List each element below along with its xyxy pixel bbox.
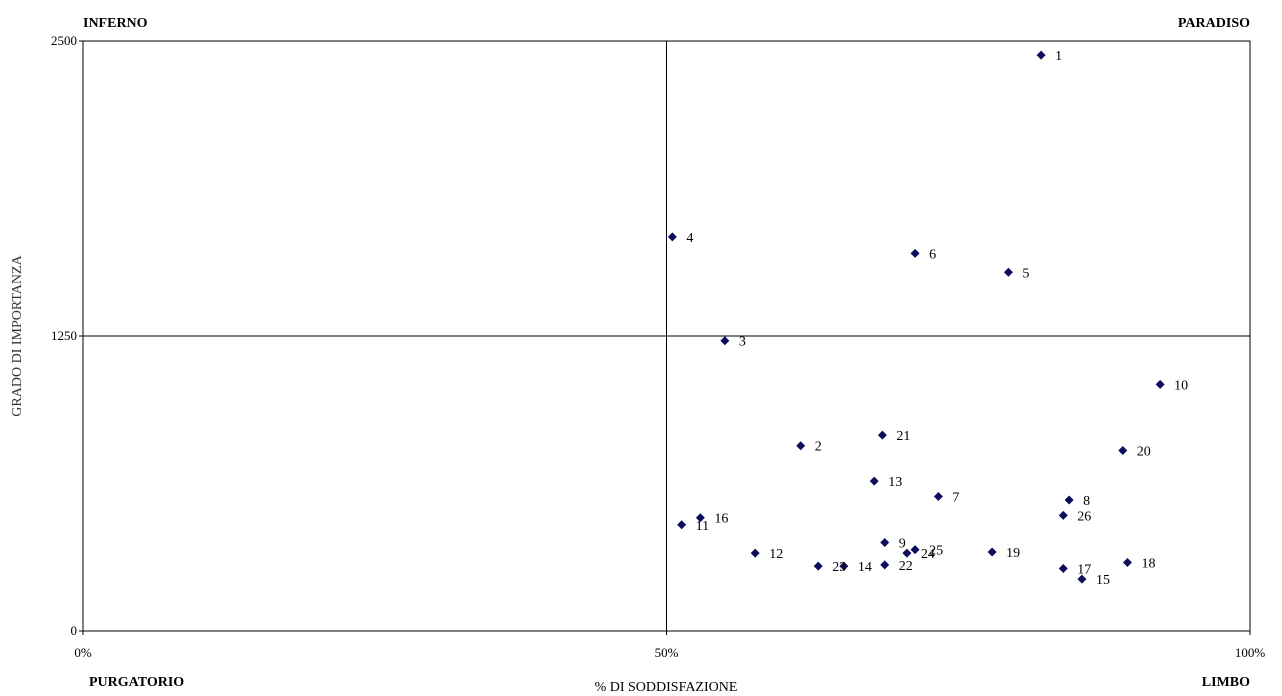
data-point-19 — [987, 547, 997, 557]
data-point-label-7: 7 — [952, 490, 959, 505]
data-point-label-3: 3 — [739, 335, 746, 350]
x-axis-title: % DI SODDISFAZIONE — [595, 680, 738, 695]
data-point-label-1: 1 — [1055, 49, 1062, 64]
data-point-3 — [720, 336, 730, 346]
data-point-label-9: 9 — [899, 537, 906, 552]
data-point-16 — [695, 513, 705, 523]
data-point-label-4: 4 — [686, 231, 693, 246]
data-point-label-24: 24 — [921, 547, 935, 562]
data-point-15 — [1077, 574, 1087, 584]
data-point-26 — [1058, 510, 1068, 520]
data-point-label-18: 18 — [1141, 557, 1155, 572]
quadrant-label-purgatorio: PURGATORIO — [89, 675, 184, 690]
y-tick-label: 2500 — [51, 33, 77, 48]
y-tick-label: 0 — [71, 623, 78, 638]
data-point-25 — [910, 545, 920, 555]
data-point-9 — [880, 538, 890, 547]
quadrant-label-limbo: LIMBO — [1202, 675, 1250, 690]
data-point-label-5: 5 — [1022, 266, 1029, 281]
data-point-18 — [1122, 558, 1132, 568]
data-point-label-14: 14 — [858, 560, 872, 575]
data-point-4 — [667, 232, 677, 242]
data-point-17 — [1058, 563, 1068, 573]
quadrant-label-inferno: INFERNO — [83, 16, 148, 31]
data-point-label-20: 20 — [1137, 444, 1151, 459]
data-point-label-23: 23 — [832, 560, 846, 575]
data-point-23 — [813, 561, 823, 571]
data-point-label-12: 12 — [769, 547, 783, 562]
y-tick-label: 1250 — [51, 328, 77, 343]
data-point-22 — [880, 560, 890, 570]
y-axis-title: GRADO DI IMPORTANZA — [10, 254, 25, 416]
data-point-5 — [1003, 267, 1013, 277]
data-point-label-13: 13 — [888, 475, 902, 490]
data-point-label-17: 17 — [1077, 562, 1091, 577]
data-point-label-25: 25 — [929, 544, 943, 559]
data-point-21 — [877, 430, 887, 440]
data-point-12 — [750, 548, 760, 558]
data-point-2 — [796, 441, 806, 451]
x-tick-label: 0% — [74, 645, 92, 660]
tick-labels: 0% 50% 100% 0 1250 2500 — [51, 33, 1265, 660]
data-point-label-26: 26 — [1077, 509, 1091, 524]
data-point-10 — [1155, 379, 1165, 389]
data-point-label-19: 19 — [1006, 546, 1020, 561]
data-point-7 — [933, 491, 943, 501]
data-point-11 — [677, 520, 687, 530]
data-point-13 — [869, 476, 879, 486]
data-point-label-6: 6 — [929, 247, 936, 262]
data-point-label-21: 21 — [896, 429, 910, 444]
data-point-label-2: 2 — [815, 440, 822, 455]
data-point-14 — [839, 561, 849, 571]
x-tick-label: 100% — [1235, 645, 1266, 660]
data-point-label-22: 22 — [899, 559, 913, 574]
data-point-label-8: 8 — [1083, 494, 1090, 509]
data-point-24 — [902, 548, 912, 558]
data-point-1 — [1036, 50, 1046, 60]
quadrant-label-paradiso: PARADISO — [1178, 16, 1250, 31]
data-point-label-16: 16 — [714, 512, 728, 527]
data-point-6 — [910, 248, 920, 258]
data-point-label-15: 15 — [1096, 573, 1110, 588]
data-point-20 — [1118, 445, 1128, 455]
data-point-label-11: 11 — [696, 519, 709, 534]
x-tick-label: 50% — [655, 645, 679, 660]
data-point-label-10: 10 — [1174, 378, 1188, 393]
data-point-8 — [1064, 495, 1074, 505]
